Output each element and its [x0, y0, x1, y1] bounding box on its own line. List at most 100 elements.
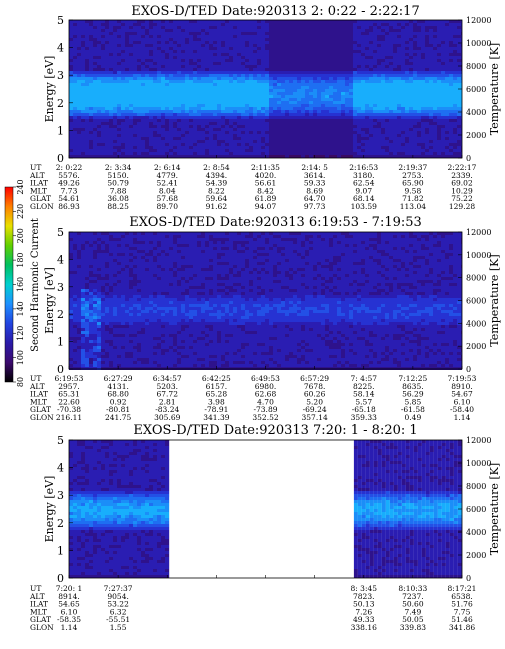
heatmap-cell: [269, 146, 273, 149]
heatmap-cell: [309, 29, 313, 32]
heatmap-cell: [309, 131, 313, 134]
heatmap-cell: [101, 95, 105, 98]
heatmap-cell: [213, 143, 217, 146]
heatmap-cell: [433, 71, 437, 74]
heatmap-cell: [85, 149, 89, 152]
heatmap-cell: [289, 89, 293, 92]
heatmap-cell: [177, 38, 181, 41]
heatmap-cell: [233, 68, 237, 71]
heatmap-cell: [453, 65, 457, 68]
heatmap-cell: [245, 104, 249, 107]
heatmap-cell: [369, 83, 373, 86]
heatmap-cell: [321, 152, 325, 155]
heatmap-cell: [141, 104, 145, 107]
heatmap-cell: [113, 32, 117, 35]
heatmap-cell: [313, 23, 317, 26]
heatmap-cell: [181, 20, 185, 23]
heatmap-cell: [357, 125, 361, 128]
heatmap-cell: [425, 98, 429, 101]
heatmap-cell: [133, 47, 137, 50]
heatmap-cell: [109, 113, 113, 116]
heatmap-cell: [181, 29, 185, 32]
heatmap-cell: [173, 77, 177, 80]
heatmap-cell: [273, 20, 277, 23]
heatmap-cell: [73, 268, 77, 271]
heatmap-cell: [97, 149, 101, 152]
heatmap-cell: [237, 122, 241, 125]
heatmap-cell: [185, 107, 189, 110]
heatmap-cell: [413, 143, 417, 146]
heatmap-cell: [361, 50, 365, 53]
heatmap-cell: [365, 113, 369, 116]
heatmap-cell: [333, 29, 337, 32]
heatmap-cell: [209, 143, 213, 146]
heatmap-cell: [329, 74, 333, 77]
heatmap-cell: [425, 137, 429, 140]
heatmap-cell: [381, 149, 385, 152]
heatmap-cell: [125, 86, 129, 89]
heatmap-cell: [437, 134, 441, 137]
heatmap-cell: [141, 23, 145, 26]
heatmap-cell: [217, 32, 221, 35]
heatmap-cell: [305, 65, 309, 68]
heatmap-cell: [341, 152, 345, 155]
heatmap-cell: [449, 83, 453, 86]
heatmap-cell: [333, 65, 337, 68]
heatmap-cell: [261, 62, 265, 65]
heatmap-cell: [421, 59, 425, 62]
heatmap-cell: [461, 80, 462, 83]
heatmap-cell: [229, 65, 233, 68]
heatmap-cell: [245, 59, 249, 62]
heatmap-cell: [281, 80, 285, 83]
heatmap-cell: [361, 56, 365, 59]
heatmap-cell: [77, 358, 81, 361]
heatmap-cell: [181, 137, 185, 140]
heatmap-cell: [173, 128, 177, 131]
heatmap-cell: [121, 29, 125, 32]
heatmap-cell: [129, 80, 133, 83]
heatmap-cell: [137, 44, 141, 47]
heatmap-cell: [329, 89, 333, 92]
heatmap-cell: [337, 56, 341, 59]
heatmap-cell: [173, 98, 177, 101]
heatmap-cell: [309, 38, 313, 41]
heatmap-cell: [161, 71, 165, 74]
heatmap-cell: [261, 128, 265, 131]
heatmap-cell: [149, 110, 153, 113]
heatmap-cell: [145, 68, 149, 71]
heatmap-cell: [141, 83, 145, 86]
heatmap-cell: [425, 155, 429, 158]
heatmap-cell: [257, 41, 261, 44]
heatmap-cell: [237, 29, 241, 32]
heatmap-cell: [197, 47, 201, 50]
heatmap-cell: [153, 62, 157, 65]
heatmap-cell: [69, 62, 73, 65]
heatmap-cell: [349, 41, 353, 44]
heatmap-cell: [405, 107, 409, 110]
heatmap-cell: [365, 89, 369, 92]
heatmap-cell: [93, 340, 97, 343]
heatmap-cell: [313, 77, 317, 80]
heatmap-cell: [225, 68, 229, 71]
heatmap-cell: [105, 119, 109, 122]
heatmap-cell: [445, 56, 449, 59]
heatmap-cell: [109, 98, 113, 101]
heatmap-cell: [137, 68, 141, 71]
heatmap-cell: [369, 125, 373, 128]
heatmap-cell: [117, 119, 121, 122]
heatmap-cell: [69, 104, 73, 107]
heatmap-cell: [109, 95, 113, 98]
heatmap-cell: [129, 122, 133, 125]
heatmap-cell: [341, 26, 345, 29]
heatmap-cell: [129, 47, 133, 50]
heatmap-cell: [309, 137, 313, 140]
heatmap-cell: [229, 77, 233, 80]
chart-title: EXOS-D/TED Date:920313 2: 0:22 - 2:22:17: [131, 4, 419, 19]
heatmap-cell: [357, 29, 361, 32]
heatmap-cell: [145, 98, 149, 101]
heatmap-cell: [277, 92, 281, 95]
heatmap-cell: [117, 74, 121, 77]
heatmap-cell: [309, 155, 313, 158]
heatmap-cell: [169, 38, 173, 41]
heatmap-cell: [289, 107, 293, 110]
